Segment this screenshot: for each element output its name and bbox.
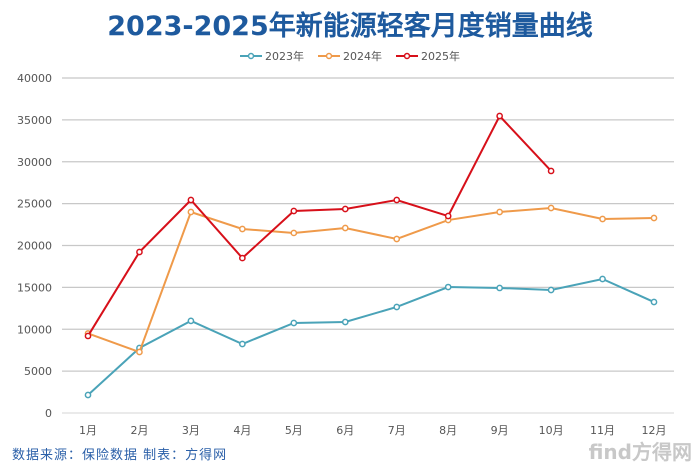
y-tick-label: 35000 [17, 114, 52, 127]
y-tick-label: 15000 [17, 281, 52, 294]
legend-label: 2025年 [421, 50, 460, 63]
legend-marker-icon [318, 52, 340, 60]
data-point [650, 214, 658, 222]
data-point [393, 196, 401, 204]
data-point [136, 348, 143, 356]
data-point [290, 229, 298, 237]
data-point [496, 112, 503, 120]
data-point [341, 205, 349, 213]
data-point [547, 204, 555, 212]
series-line-2024年 [87, 206, 655, 354]
legend-marker-icon [240, 52, 262, 60]
x-tick-label: 3月 [182, 424, 200, 437]
data-point [136, 248, 143, 256]
legend: 2023年 2024年 2025年 [0, 48, 700, 64]
data-point [290, 207, 298, 215]
series-line-2023年 [87, 277, 655, 396]
data-point [187, 317, 195, 325]
legend-marker-icon [396, 52, 418, 60]
x-tick-label: 5月 [285, 424, 303, 437]
y-tick-label: 30000 [17, 156, 52, 169]
data-point [599, 275, 606, 283]
x-tick-label: 11月 [590, 424, 615, 437]
x-tick-label: 12月 [642, 424, 667, 437]
series-line-2025年 [87, 114, 552, 337]
data-point [444, 212, 452, 220]
x-tick-label: 4月 [233, 424, 251, 437]
legend-label: 2024年 [343, 50, 382, 63]
x-tick-label: 10月 [539, 424, 564, 437]
x-tick-label: 7月 [388, 424, 406, 437]
data-point [84, 332, 92, 340]
data-source-note: 数据来源：保险数据 制表：方得网 [12, 448, 228, 463]
watermark-logo: find方得网 [589, 436, 692, 465]
data-point [393, 303, 401, 311]
data-point [239, 340, 246, 348]
data-point [444, 283, 452, 291]
legend-item: 2025年 [396, 48, 460, 64]
legend-item: 2024年 [318, 48, 382, 64]
data-point [650, 298, 658, 306]
y-tick-label: 0 [45, 407, 52, 420]
data-point [547, 286, 555, 294]
data-point [496, 284, 503, 292]
data-point [496, 208, 503, 216]
y-tick-label: 40000 [17, 72, 52, 85]
chart-title: 2023-2025年新能源轻客月度销量曲线 [107, 11, 593, 42]
data-point [187, 196, 195, 204]
x-tick-label: 9月 [491, 424, 509, 437]
y-tick-label: 25000 [17, 198, 52, 211]
data-point [239, 254, 246, 262]
x-tick-label: 6月 [336, 424, 354, 437]
x-tick-label: 8月 [439, 424, 457, 437]
data-point [341, 224, 349, 232]
x-tick-label: 1月 [79, 424, 97, 437]
y-tick-label: 10000 [17, 323, 52, 336]
x-tick-label: 2月 [130, 424, 148, 437]
data-point [239, 225, 246, 233]
data-point [393, 235, 401, 243]
y-tick-label: 5000 [24, 365, 52, 378]
data-point [84, 391, 92, 399]
legend-label: 2023年 [265, 50, 304, 63]
y-tick-label: 20000 [17, 240, 52, 253]
legend-item: 2023年 [240, 48, 304, 64]
data-point [290, 319, 298, 327]
data-point [187, 208, 195, 216]
watermark-text: find方得网 [588, 440, 692, 464]
data-point [547, 167, 555, 175]
data-point [341, 318, 349, 326]
data-point [599, 215, 606, 223]
